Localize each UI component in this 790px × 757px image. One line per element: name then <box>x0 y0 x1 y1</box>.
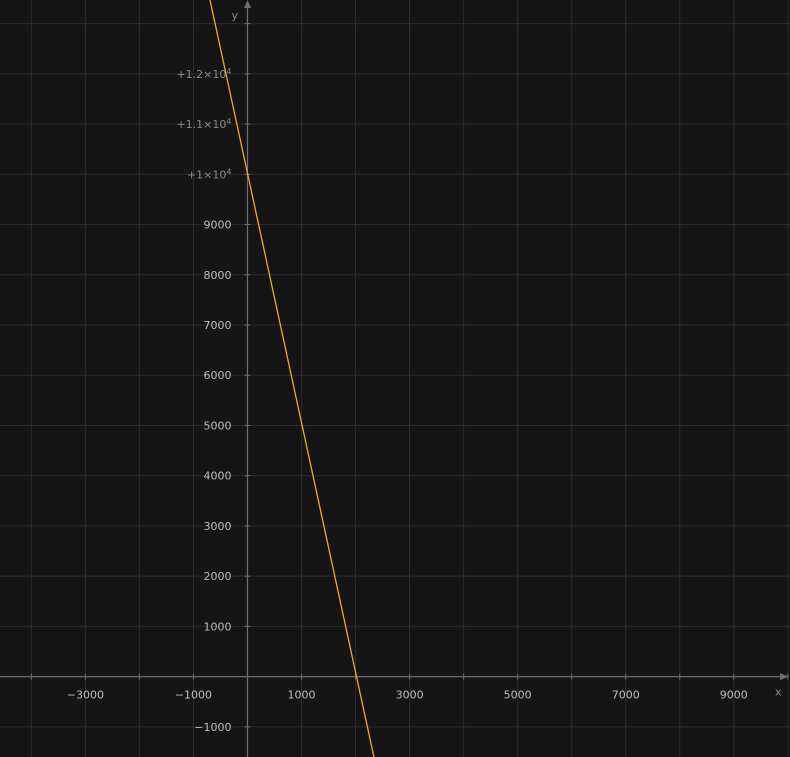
y-tick-label: 8000 <box>203 269 231 282</box>
x-axis-label: x <box>775 686 782 699</box>
x-tick-label: −3000 <box>67 689 104 702</box>
y-tick-label: −1000 <box>194 721 231 734</box>
y-tick-label: 4000 <box>203 470 231 483</box>
y-tick-label: 7000 <box>203 319 231 332</box>
x-tick-label: 5000 <box>504 689 532 702</box>
y-axis-label: y <box>231 9 238 22</box>
y-axis-arrow <box>243 0 251 8</box>
x-tick-label: 3000 <box>396 689 424 702</box>
x-tick-label: −1000 <box>175 689 212 702</box>
x-tick-label: 9000 <box>720 689 748 702</box>
y-tick-label: +1.2×104 <box>176 67 231 81</box>
y-tick-label: 6000 <box>203 369 231 382</box>
series-line <box>209 0 375 757</box>
x-tick-label: 1000 <box>288 689 316 702</box>
y-tick-label: 5000 <box>203 419 231 432</box>
y-tick-label: +1.1×104 <box>176 117 231 131</box>
x-axis-arrow <box>780 673 789 681</box>
y-tick-label: 1000 <box>203 620 231 633</box>
y-tick-label: 2000 <box>203 570 231 583</box>
series <box>209 0 375 757</box>
y-tick-label: 3000 <box>203 520 231 533</box>
tick-labels: −3000 −1000 1000 3000 5000 7000 9000 −1000 1000 2… <box>30 23 789 734</box>
y-tick-label: +1×104 <box>187 167 232 181</box>
x-tick-label: 7000 <box>612 689 640 702</box>
y-tick-label: 9000 <box>203 219 231 232</box>
